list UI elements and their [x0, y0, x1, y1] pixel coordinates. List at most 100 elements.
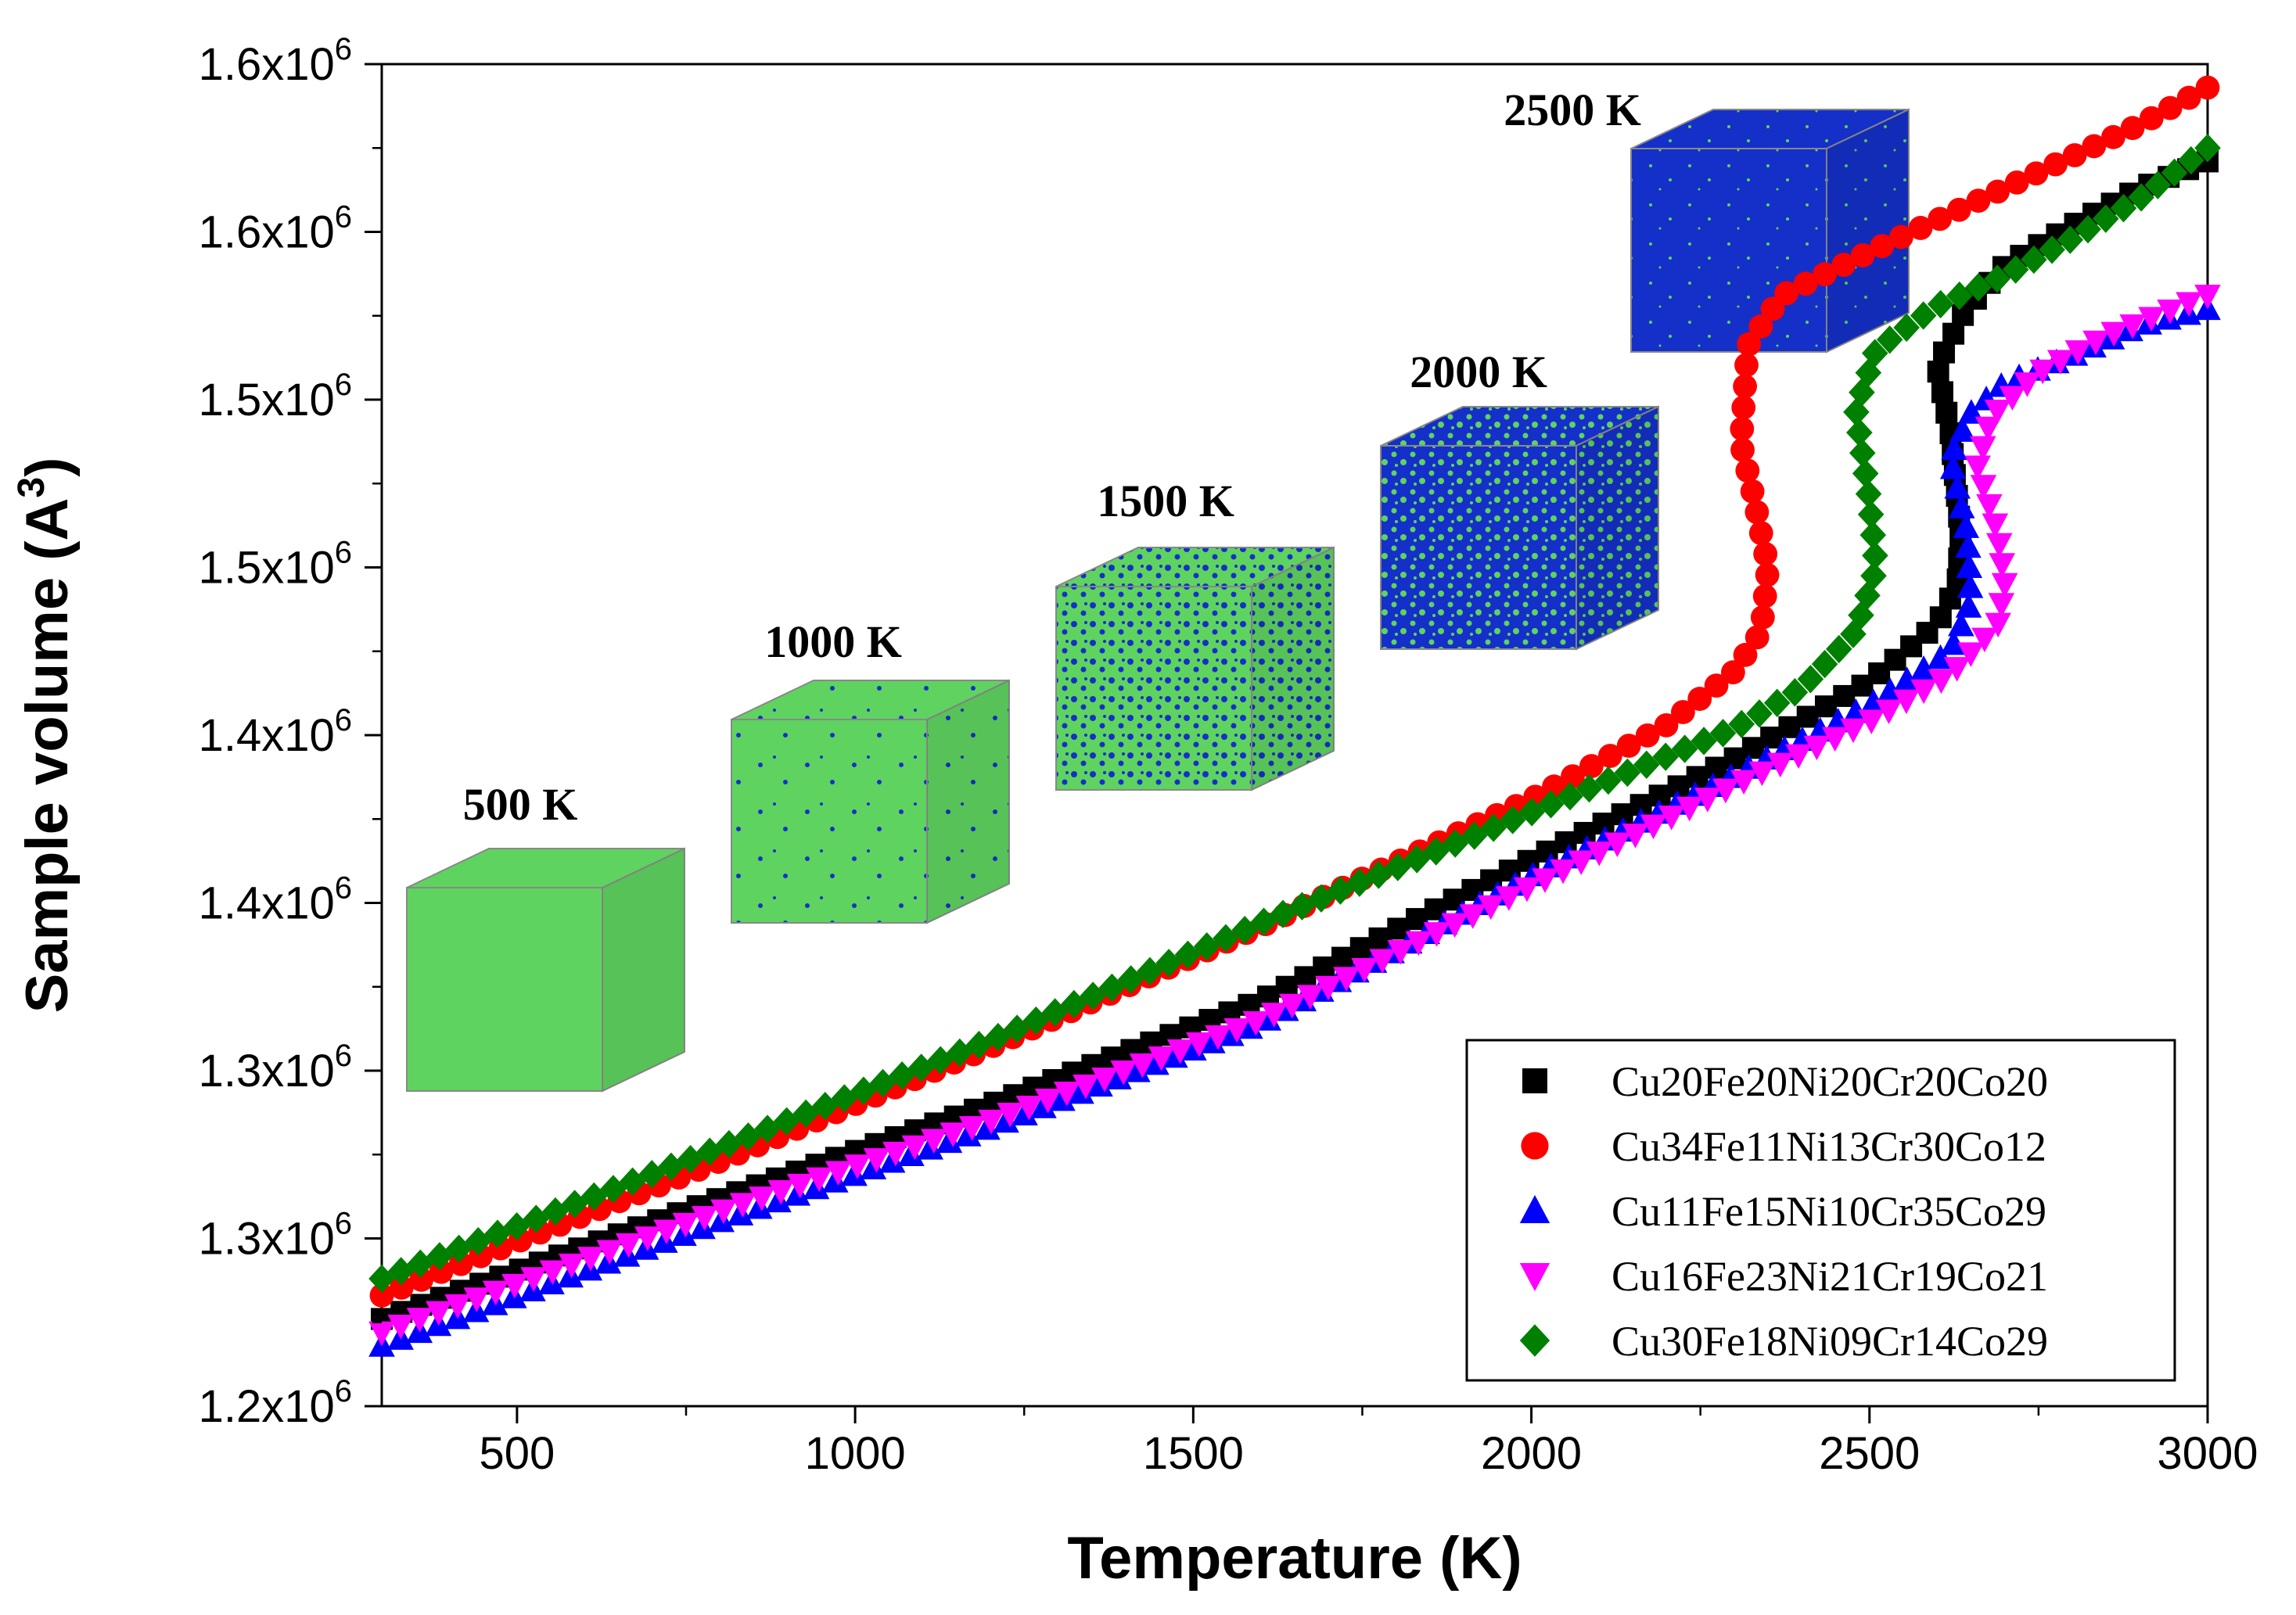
- data-point: [1405, 931, 1432, 956]
- data-point: [1080, 982, 1106, 1010]
- data-point: [1441, 913, 1468, 938]
- data-point: [407, 1249, 434, 1279]
- legend-label-3: Cu16Fe23Ni21Cr19Co21: [1612, 1253, 2048, 1300]
- data-point: [1964, 455, 1991, 481]
- data-point: [993, 1107, 1019, 1133]
- data-point: [1098, 973, 1126, 1003]
- data-point: [1852, 459, 1879, 488]
- data-point: [1004, 1014, 1030, 1043]
- data-point: [596, 1240, 623, 1265]
- data-point: [1496, 886, 1522, 911]
- data-point: [792, 1099, 820, 1129]
- data-point: [1073, 1074, 1099, 1100]
- data-point: [2120, 116, 2145, 141]
- legend-marker-1: [1521, 1132, 1549, 1160]
- data-point: [958, 1116, 986, 1141]
- data-point: [1694, 788, 1721, 813]
- data-point: [1929, 606, 1952, 629]
- data-point: [1691, 727, 1717, 755]
- data-point: [387, 1314, 415, 1340]
- x-tick-label-3: 2000: [1481, 1428, 1582, 1479]
- data-point: [917, 1135, 943, 1160]
- legend-label-2: Cu11Fe15Ni10Cr35Co29: [1612, 1188, 2046, 1235]
- data-point: [1423, 922, 1450, 947]
- y-tick-label-6: 1.5x106: [199, 368, 352, 425]
- data-point: [1250, 907, 1277, 936]
- data-point: [1205, 1025, 1231, 1050]
- data-point: [978, 1109, 1004, 1135]
- data-point: [1231, 915, 1259, 945]
- data-point: [1087, 1071, 1113, 1097]
- data-point: [1635, 723, 1660, 748]
- data-point: [558, 1253, 585, 1279]
- data-point: [803, 1174, 830, 1200]
- data-point: [1730, 437, 1755, 462]
- data-point: [1989, 553, 2016, 578]
- data-point: [749, 1186, 775, 1211]
- data-point: [1604, 832, 1631, 858]
- data-point: [1753, 541, 1778, 566]
- data-point: [577, 1247, 604, 1272]
- data-point: [1733, 643, 1758, 667]
- y-axis-title: Sample volume (A3): [11, 458, 81, 1014]
- data-point: [806, 1167, 832, 1193]
- data-point: [2195, 75, 2220, 100]
- data-point: [1746, 699, 1773, 728]
- legend-item-3: Cu16Fe23Ni21Cr19Co21: [1519, 1253, 2048, 1300]
- data-point: [1825, 634, 1852, 664]
- data-point: [1536, 840, 1558, 863]
- data-point: [1015, 1095, 1043, 1121]
- data-point: [1349, 937, 1372, 960]
- data-point: [1748, 314, 1773, 339]
- cube-side-shade: [927, 680, 1009, 923]
- data-point: [1712, 778, 1739, 804]
- data-point: [954, 1122, 982, 1147]
- data-point: [1948, 612, 1974, 637]
- data-point: [1970, 436, 1996, 461]
- data-point: [1750, 605, 1775, 630]
- cube-side-face: [1576, 405, 1659, 651]
- data-point: [1984, 400, 2011, 425]
- y-tick-label-5: 1.5x106: [199, 536, 352, 594]
- data-point: [503, 1211, 530, 1241]
- data-point: [1927, 361, 1949, 383]
- data-point: [1855, 358, 1882, 387]
- data-point: [1110, 1060, 1137, 1086]
- data-point: [615, 1233, 642, 1258]
- x-axis-title: Temperature (K): [1067, 1525, 1522, 1592]
- snapshot-label-1: 1000 K: [764, 616, 902, 667]
- data-point: [1387, 917, 1410, 940]
- data-point: [1857, 500, 1885, 529]
- data-point: [1956, 573, 1984, 598]
- data-point: [965, 1030, 993, 1060]
- x-tick-label-1: 1000: [805, 1428, 906, 1479]
- data-point: [940, 1122, 967, 1147]
- data-point: [1477, 895, 1504, 921]
- y-tick-label-3: 1.4x106: [199, 871, 352, 929]
- data-point: [1744, 625, 1770, 650]
- data-point: [1671, 734, 1698, 763]
- data-point: [1984, 264, 2010, 293]
- data-point: [1568, 850, 1595, 875]
- data-point: [1034, 1088, 1062, 1114]
- y-tick-label-2: 1.3x106: [199, 1039, 352, 1096]
- data-point: [1752, 583, 1777, 608]
- data-point: [1687, 687, 1712, 711]
- data-point: [1781, 678, 1809, 707]
- data-point: [2176, 85, 2201, 110]
- data-point: [1985, 612, 2011, 638]
- data-point: [1931, 381, 1953, 404]
- data-point: [696, 1137, 724, 1166]
- data-point: [1859, 520, 1887, 550]
- data-point: [2046, 350, 2074, 375]
- data-point: [1554, 831, 1577, 853]
- data-point: [1876, 325, 1903, 354]
- data-point: [2075, 214, 2101, 244]
- data-point: [1365, 860, 1392, 889]
- data-point: [1658, 806, 1685, 831]
- data-point: [1927, 289, 1954, 319]
- data-point: [1953, 513, 1979, 538]
- data-point: [482, 1280, 509, 1306]
- data-point: [1297, 985, 1324, 1010]
